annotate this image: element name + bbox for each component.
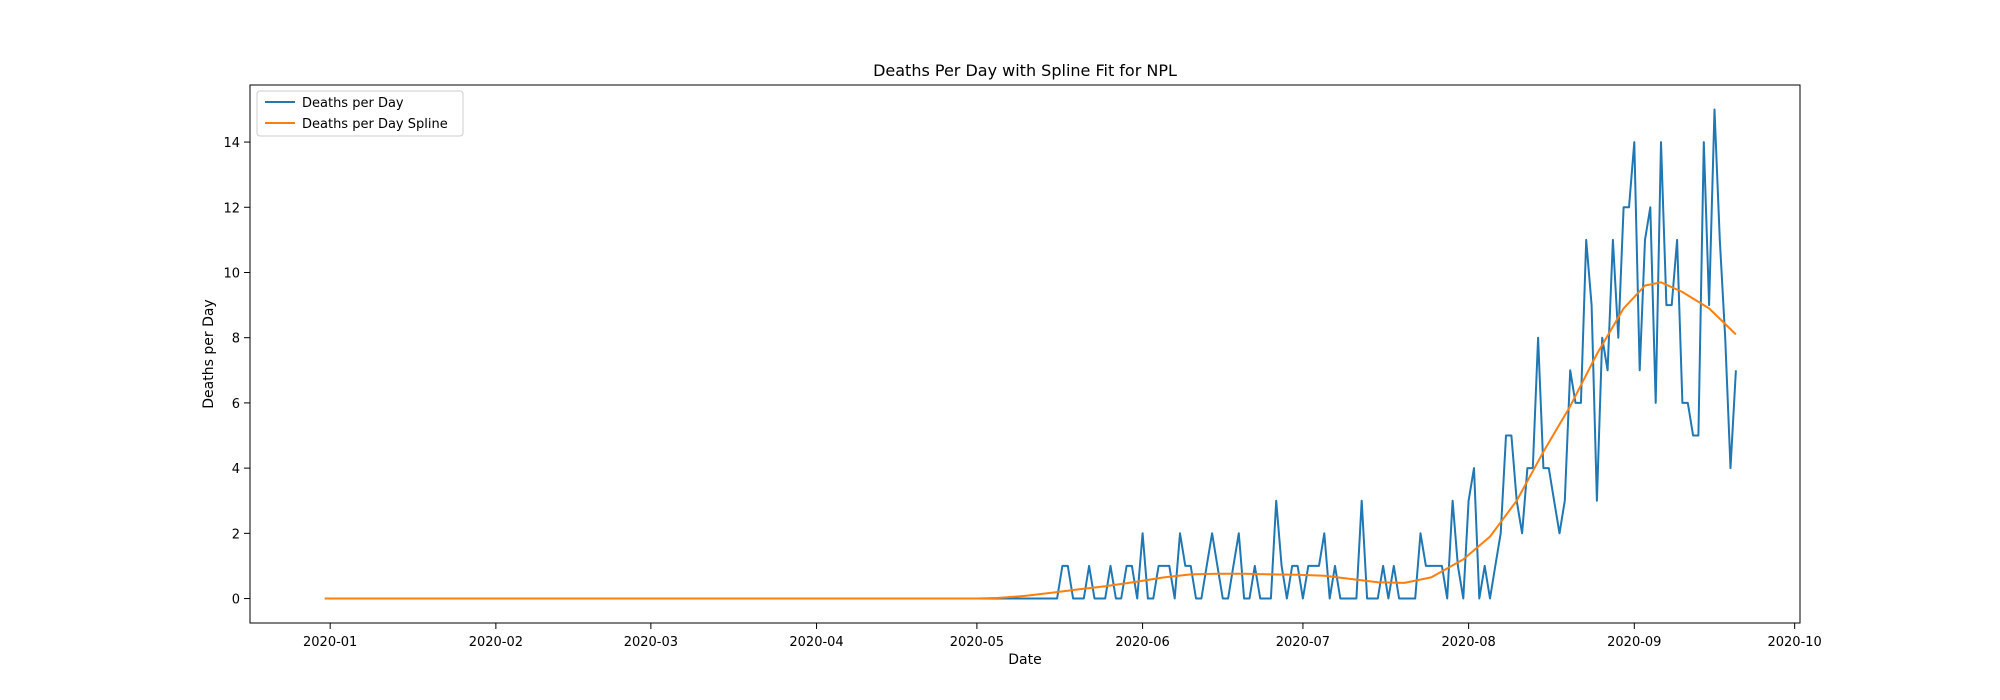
y-tick-label: 4 bbox=[232, 462, 240, 477]
y-tick-label: 8 bbox=[232, 332, 240, 347]
x-tick-label: 2020-04 bbox=[789, 635, 843, 650]
y-tick-label: 12 bbox=[223, 201, 240, 216]
x-tick-label: 2020-03 bbox=[624, 635, 678, 650]
x-tick-label: 2020-01 bbox=[303, 635, 357, 650]
series-line-deaths-per-day-spline bbox=[324, 281, 1737, 600]
y-tick-label: 2 bbox=[232, 527, 240, 542]
x-tick-label: 2020-06 bbox=[1115, 635, 1169, 650]
x-tick-label: 2020-05 bbox=[950, 635, 1004, 650]
x-tick-label: 2020-08 bbox=[1441, 635, 1495, 650]
x-tick-label: 2020-09 bbox=[1607, 635, 1661, 650]
y-axis: 0 2 4 6 8 10 12 14 bbox=[223, 136, 250, 608]
chart-title: Deaths Per Day with Spline Fit for NPL bbox=[873, 61, 1177, 80]
legend: Deaths per Day Deaths per Day Spline bbox=[256, 90, 464, 137]
legend-label-deaths-per-day: Deaths per Day bbox=[302, 96, 404, 111]
series-line-deaths-per-day bbox=[324, 108, 1737, 600]
plot-lines bbox=[324, 108, 1737, 600]
y-axis-label: Deaths per Day bbox=[201, 299, 217, 408]
x-axis-label: Date bbox=[1008, 652, 1041, 668]
legend-label-deaths-per-day-spline: Deaths per Day Spline bbox=[302, 117, 448, 132]
x-tick-label: 2020-07 bbox=[1276, 635, 1330, 650]
y-tick-label: 14 bbox=[223, 136, 240, 151]
plot-frame bbox=[249, 84, 1801, 624]
x-tick-label: 2020-10 bbox=[1767, 635, 1821, 650]
x-axis: 2020-01 2020-02 2020-03 2020-04 2020-05 2020-… bbox=[303, 623, 1822, 650]
y-tick-label: 0 bbox=[232, 593, 240, 608]
y-tick-label: 10 bbox=[223, 266, 240, 281]
x-tick-label: 2020-02 bbox=[469, 635, 523, 650]
legend-box bbox=[256, 90, 464, 137]
y-tick-label: 6 bbox=[232, 397, 240, 412]
